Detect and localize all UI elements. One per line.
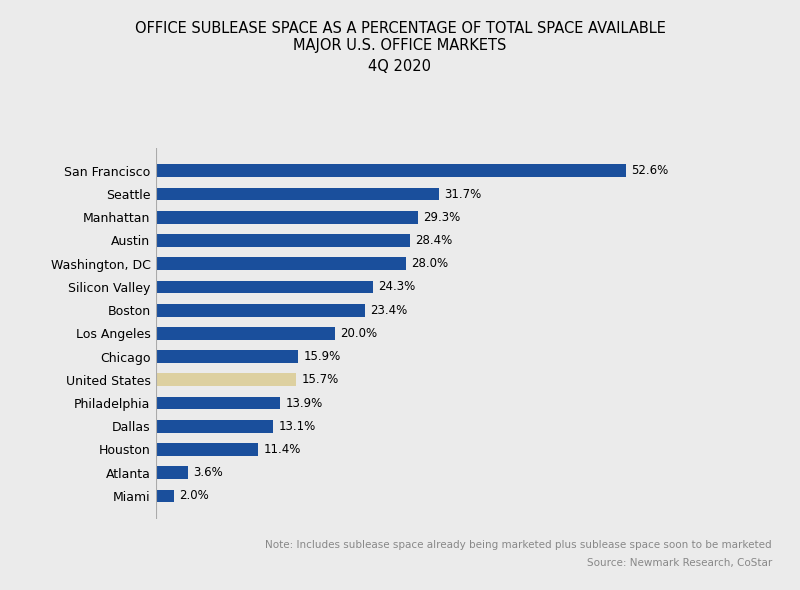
- Bar: [156, 188, 439, 201]
- Bar: [156, 466, 188, 479]
- Bar: [156, 257, 406, 270]
- Bar: [156, 234, 410, 247]
- Bar: [156, 443, 258, 456]
- Text: 23.4%: 23.4%: [370, 304, 408, 317]
- Text: 28.4%: 28.4%: [415, 234, 452, 247]
- Text: 15.9%: 15.9%: [303, 350, 341, 363]
- Text: 28.0%: 28.0%: [411, 257, 449, 270]
- Bar: [156, 373, 296, 386]
- Text: 20.0%: 20.0%: [340, 327, 377, 340]
- Text: 11.4%: 11.4%: [263, 443, 301, 456]
- Text: 2.0%: 2.0%: [179, 490, 209, 503]
- Text: 29.3%: 29.3%: [423, 211, 460, 224]
- Text: 3.6%: 3.6%: [194, 466, 223, 479]
- Text: Note: Includes sublease space already being marketed plus sublease space soon to: Note: Includes sublease space already be…: [266, 540, 772, 550]
- Bar: [156, 304, 365, 316]
- Text: OFFICE SUBLEASE SPACE AS A PERCENTAGE OF TOTAL SPACE AVAILABLE: OFFICE SUBLEASE SPACE AS A PERCENTAGE OF…: [134, 21, 666, 35]
- Text: 15.7%: 15.7%: [302, 373, 339, 386]
- Text: 31.7%: 31.7%: [445, 188, 482, 201]
- Bar: [156, 490, 174, 502]
- Text: 13.1%: 13.1%: [278, 419, 316, 432]
- Bar: [156, 396, 280, 409]
- Text: 52.6%: 52.6%: [631, 164, 669, 177]
- Text: 13.9%: 13.9%: [286, 396, 322, 409]
- Bar: [156, 350, 298, 363]
- Text: 4Q 2020: 4Q 2020: [369, 59, 431, 74]
- Bar: [156, 420, 273, 432]
- Bar: [156, 327, 334, 340]
- Bar: [156, 280, 373, 293]
- Text: Source: Newmark Research, CoStar: Source: Newmark Research, CoStar: [586, 558, 772, 568]
- Bar: [156, 165, 626, 177]
- Text: 24.3%: 24.3%: [378, 280, 416, 293]
- Bar: [156, 211, 418, 224]
- Text: MAJOR U.S. OFFICE MARKETS: MAJOR U.S. OFFICE MARKETS: [294, 38, 506, 53]
